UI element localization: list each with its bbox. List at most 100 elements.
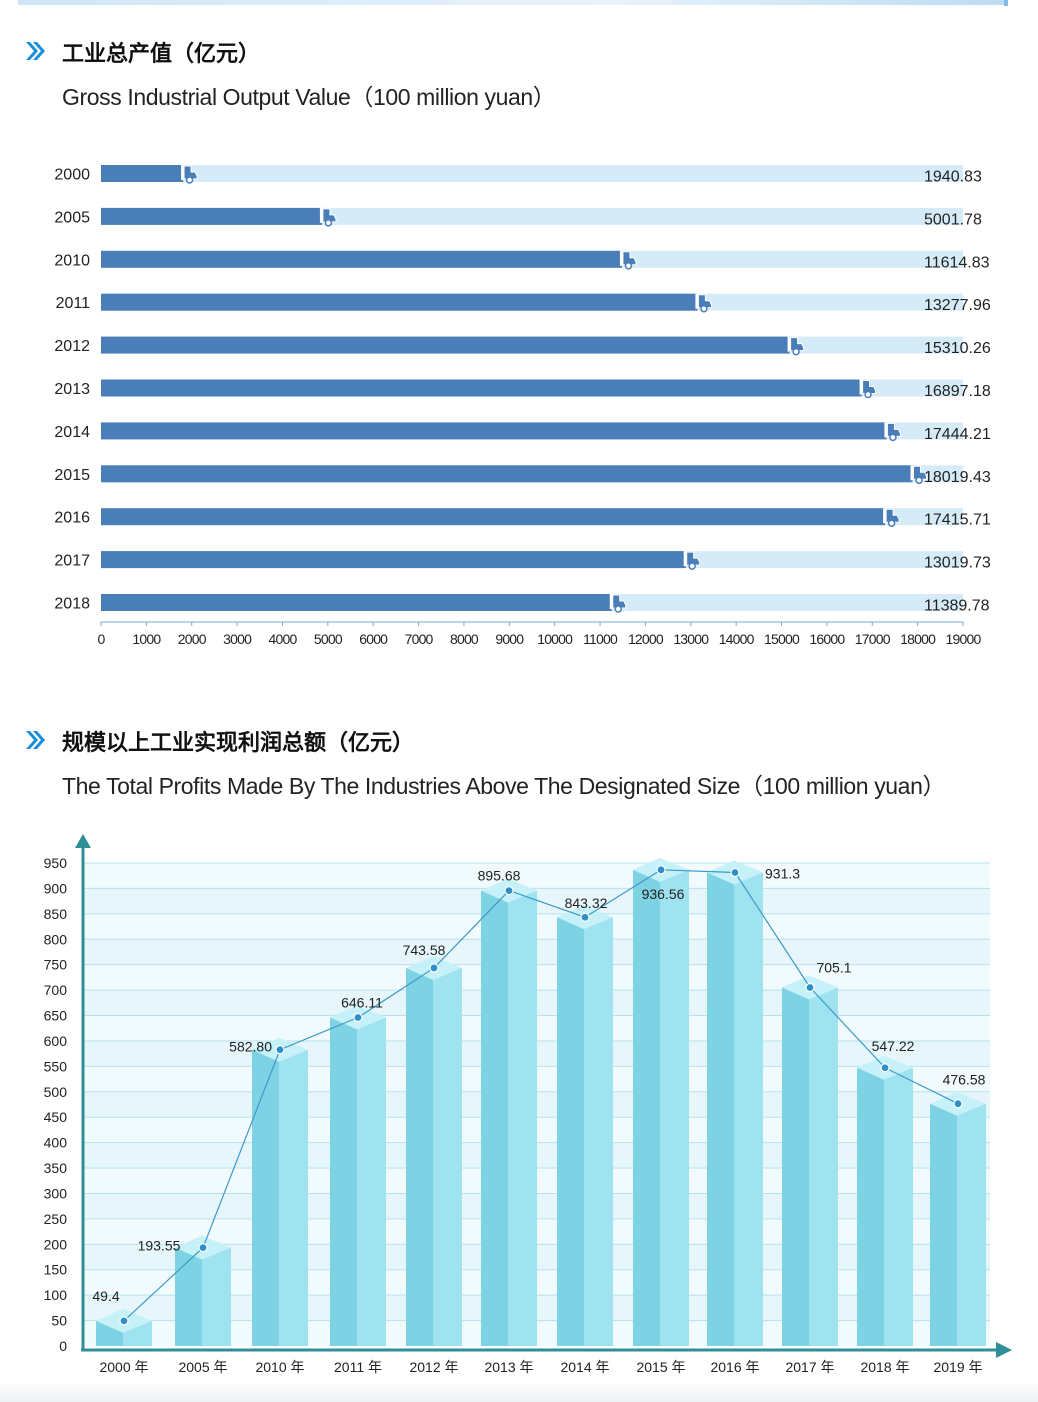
category-label: 2017 (54, 553, 90, 570)
truck-icon (181, 165, 198, 184)
category-label: 2018 (54, 596, 90, 613)
y-axis-arrow-icon (75, 834, 91, 848)
x-category-label: 2011 年 (334, 1359, 382, 1375)
bar (101, 508, 886, 526)
bar (101, 379, 862, 397)
profits-column-chart: 0 50 100 150 200 250 300 350 400 450 500 550 600 650 7… (44, 834, 1012, 1375)
column-left-face (252, 1049, 279, 1346)
x-tick-label: 3000 (223, 631, 252, 647)
category-label: 2010 (54, 252, 90, 269)
data-label: 49.4 (92, 1288, 119, 1304)
x-axis-arrow-icon (996, 1342, 1012, 1358)
column-right-face (957, 1103, 986, 1346)
data-point (730, 867, 740, 878)
data-label: 582.80 (229, 1039, 272, 1055)
y-tick-label: 800 (44, 931, 68, 947)
x-tick-label: 8000 (450, 631, 479, 647)
value-label: 13277.96 (924, 297, 991, 314)
bar (101, 422, 887, 440)
column-left-face (707, 872, 734, 1346)
x-tick-label: 19000 (946, 631, 982, 647)
x-category-label: 2005 年 (178, 1359, 227, 1375)
value-label: 5001.78 (924, 211, 982, 228)
data-label: 936.56 (642, 886, 685, 902)
truck-icon (884, 422, 901, 442)
column-left-face (175, 1247, 202, 1346)
category-label: 2015 (54, 467, 90, 484)
section2-title-zh: 规模以上工业实现利润总额（亿元） (62, 731, 415, 756)
x-category-label: 2016 年 (710, 1359, 759, 1375)
x-tick-label: 2000 (178, 631, 207, 647)
bar (101, 551, 686, 569)
x-tick-label: 10000 (537, 631, 573, 647)
section2-title-en: The Total Profits Made By The Industries… (62, 773, 946, 799)
bar (101, 207, 322, 225)
data-point (198, 1242, 208, 1253)
y-tick-label: 450 (44, 1109, 68, 1125)
x-category-label: 2013 年 (484, 1359, 533, 1375)
value-label: 13019.73 (924, 555, 991, 572)
column-right-face (809, 987, 838, 1346)
value-label: 15310.26 (924, 340, 991, 357)
truck-icon (619, 250, 637, 270)
truck-icon (319, 207, 337, 227)
column-left-face (857, 1067, 884, 1346)
x-tick-label: 7000 (405, 631, 434, 647)
data-label: 931.3 (765, 866, 800, 882)
bottom-fade (0, 1382, 1038, 1402)
x-category-label: 2019 年 (933, 1359, 982, 1375)
x-tick-label: 13000 (673, 631, 709, 647)
column-right-face (660, 869, 689, 1346)
y-tick-label: 0 (59, 1338, 67, 1354)
x-tick-label: 16000 (809, 631, 845, 647)
data-point (805, 982, 815, 993)
y-tick-label: 250 (44, 1211, 68, 1227)
x-tick-label: 5000 (314, 631, 343, 647)
x-tick-label: 11000 (583, 631, 618, 647)
y-tick-label: 900 (44, 880, 68, 896)
column-left-face (930, 1103, 957, 1346)
data-point (880, 1063, 890, 1073)
y-tick-label: 300 (44, 1185, 68, 1201)
data-point (275, 1045, 285, 1055)
y-tick-label: 500 (44, 1084, 68, 1100)
category-label: 2016 (54, 510, 90, 527)
y-tick-label: 50 (51, 1313, 67, 1329)
truck-icon (787, 336, 805, 356)
category-label: 2005 (54, 209, 90, 226)
y-tick-label: 950 (44, 855, 68, 871)
column-left-face (330, 1017, 357, 1346)
x-tick-label: 17000 (855, 631, 891, 647)
column-left-face (557, 917, 584, 1346)
x-tick-label: 0 (98, 631, 106, 647)
x-tick-label: 9000 (495, 631, 524, 647)
data-label: 193.55 (138, 1238, 181, 1254)
column-right-face (584, 917, 613, 1346)
column-right-face (884, 1067, 913, 1346)
column-right-face (357, 1017, 386, 1346)
y-tick-label: 150 (44, 1262, 68, 1278)
value-label: 18019.43 (924, 469, 991, 486)
y-tick-label: 750 (44, 957, 68, 973)
column-left-face (782, 987, 809, 1346)
value-label: 11389.78 (924, 598, 990, 615)
y-tick-label: 200 (44, 1236, 68, 1252)
value-label: 17415.71 (924, 512, 991, 529)
y-tick-label: 700 (44, 982, 68, 998)
x-category-label: 2015 年 (636, 1359, 685, 1375)
x-category-label: 2012 年 (409, 1359, 458, 1375)
data-label: 743.58 (403, 942, 446, 958)
column-left-face (633, 869, 660, 1346)
bar (101, 293, 698, 311)
data-point (656, 865, 666, 875)
truck-icon (859, 379, 877, 399)
section1-title-en: Gross Industrial Output Value（100 millio… (62, 84, 556, 110)
column-right-face (202, 1247, 231, 1346)
category-label: 2013 (54, 381, 90, 398)
data-label: 646.11 (341, 995, 383, 1011)
category-label: 2014 (54, 424, 90, 441)
x-tick-label: 18000 (900, 631, 936, 647)
category-label: 2011 (56, 295, 91, 312)
value-label: 1940.83 (924, 169, 982, 186)
bar (101, 465, 913, 483)
